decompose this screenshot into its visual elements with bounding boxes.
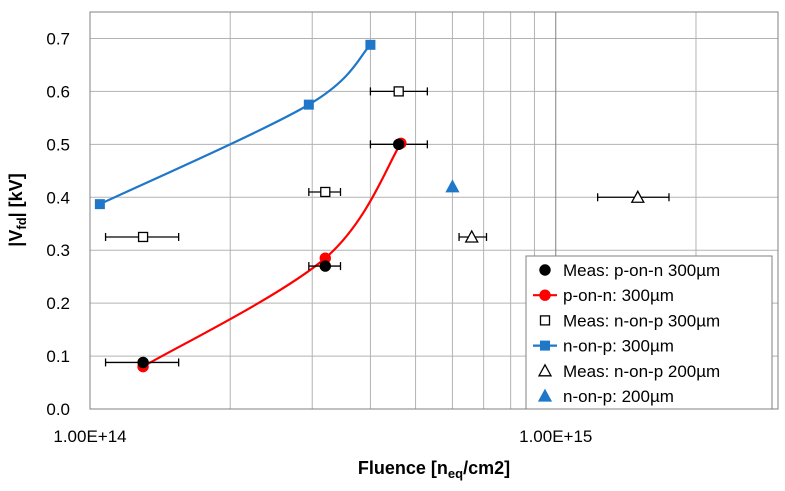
series-line-1 [142,142,402,368]
legend-marker-3 [540,340,550,351]
legend-box [525,255,773,410]
legend-label-0: Meas: p-on-n 300µm [563,261,720,280]
y-axis-title-main: |V [6,230,26,247]
data-point-series-2 [393,86,404,97]
data-point-series-4 [630,189,645,203]
y-tick-label: 0.3 [46,241,70,260]
x-axis-title-main: Fluence [n [358,458,448,478]
y-tick-label: 0.4 [46,188,70,207]
y-tick-label: 0.6 [46,82,70,101]
plot-area-frame [89,11,779,410]
data-point-series-3 [94,199,105,210]
x-tick-label: 1.00E+14 [53,427,126,446]
y-axis-title-end: | [kV] [6,173,26,217]
legend-marker-2 [539,315,551,326]
data-point-series-0 [137,356,149,369]
y-tick-label: 0.0 [46,400,70,419]
legend-marker-0 [539,264,551,276]
y-tick-label: 0.5 [46,135,70,154]
x-axis-title-sub: eq [448,466,463,481]
legend-label-4: Meas: n-on-p 200µm [563,362,720,381]
x-tick-label: 1.00E+15 [519,427,592,446]
y-tick-label: 0.1 [46,347,70,366]
data-point-series-0 [392,138,405,151]
legend-label-5: n-on-p: 200µm [563,387,674,406]
legend-marker-5 [537,388,553,402]
y-tick-label: 0.2 [46,294,70,313]
series-layer [94,39,670,373]
x-axis-title-end: /cm2] [463,458,510,478]
series-line-3 [99,44,372,206]
data-point-series-4 [464,229,479,243]
x-axis-title: Fluence [neq/cm2] [358,458,510,481]
legend-label-2: Meas: n-on-p 300µm [563,311,720,330]
y-axis-title-sub: fd [14,217,29,229]
legend-marker-4 [537,363,553,377]
data-point-series-5 [445,179,460,193]
data-point-series-3 [365,39,376,50]
y-tick-label: 0.7 [46,29,70,48]
y-axis-title: |Vfd| [kV] [6,173,29,246]
legend-label-3: n-on-p: 300µm [563,337,674,356]
x-tick-labels: 1.00E+14 1.00E+15 [53,427,592,446]
y-tick-labels: 0.0 0.1 0.2 0.3 0.4 0.5 0.6 0.7 [46,29,70,419]
data-point-series-0 [319,260,331,272]
legend-marker-1 [539,289,551,301]
data-point-series-2 [137,231,149,243]
data-point-series-2 [320,186,331,198]
data-point-series-3 [303,99,314,110]
legend: Meas: p-on-n 300µm p-on-n: 300µm Meas: n-o… [525,255,773,410]
legend-label-1: p-on-n: 300µm [563,286,674,305]
